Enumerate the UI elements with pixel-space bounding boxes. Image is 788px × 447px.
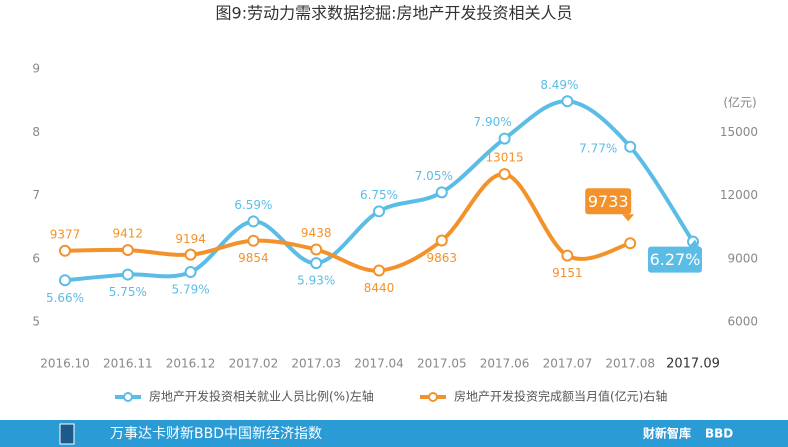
- point: [624, 237, 637, 250]
- callout: [585, 188, 632, 215]
- point: [184, 248, 197, 261]
- point: [59, 274, 71, 287]
- point: [561, 249, 574, 262]
- data-label: 6.59%: [234, 198, 272, 212]
- footer-brand: BBD: [705, 427, 733, 441]
- chart-title: 图9:劳动力需求数据挖掘:房地产开发投资相关人员: [216, 4, 573, 23]
- point: [184, 266, 197, 279]
- data-label: 5.66%: [46, 291, 84, 305]
- data-label: 7.77%: [579, 141, 617, 155]
- data-label: 7.05%: [415, 169, 453, 183]
- point: [247, 215, 260, 228]
- data-label: 9377: [50, 227, 81, 241]
- point: [373, 264, 385, 277]
- legend-label: 房地产开发投资相关就业人员比例(%)左轴: [149, 389, 374, 404]
- point: [121, 268, 134, 281]
- data-label: 9412: [113, 227, 144, 241]
- point: [498, 132, 511, 145]
- data-label: 9194: [175, 232, 206, 246]
- data-label: 9863: [427, 251, 458, 265]
- data-label: 7.90%: [474, 115, 512, 129]
- y-tick-label: 8: [32, 125, 40, 139]
- x-tick-label: 2016.11: [103, 357, 153, 371]
- footer-brand: 财新智库: [642, 426, 691, 441]
- y-tick-label: 9: [32, 62, 40, 76]
- point: [435, 234, 448, 247]
- x-tick-label: 2017.04: [354, 357, 404, 371]
- y2-tick-label: 9000: [727, 251, 758, 265]
- point: [373, 205, 385, 218]
- legend-marker: [123, 392, 133, 402]
- data-label: 5.93%: [297, 274, 335, 288]
- x-tick-label: 2017.03: [291, 357, 341, 371]
- data-label: 13015: [486, 151, 524, 165]
- data-label: 6.27%: [650, 250, 701, 269]
- callout-pointer: [622, 214, 635, 222]
- x-tick-label: 2017.07: [543, 357, 593, 371]
- point: [59, 244, 71, 257]
- data-label: 9854: [238, 251, 269, 265]
- callout: [648, 246, 702, 273]
- y2-tick-label: 15000: [720, 125, 758, 139]
- data-label: 8440: [364, 281, 395, 295]
- x-tick-label: 2017.05: [417, 357, 467, 371]
- data-label: 8.49%: [540, 78, 578, 92]
- x-tick-label: 2017.06: [480, 357, 530, 371]
- callout-pointer: [689, 239, 699, 247]
- point: [624, 140, 637, 153]
- point: [310, 257, 323, 270]
- y2-axis-label: (亿元): [723, 95, 756, 110]
- point: [247, 234, 260, 247]
- y-tick-label: 7: [32, 188, 40, 202]
- x-tick-label: 2016.12: [166, 357, 216, 371]
- point: [310, 243, 323, 256]
- legend-marker: [428, 392, 438, 402]
- data-label: 6.75%: [360, 188, 398, 202]
- footer-title: 万事达卡财新BBD中国新经济指数: [110, 426, 322, 442]
- x-tick-label: 2017.02: [229, 357, 279, 371]
- point: [121, 244, 134, 257]
- data-label: 5.79%: [172, 283, 210, 297]
- data-label: 9733: [588, 192, 629, 211]
- y-tick-label: 6: [32, 251, 40, 265]
- point: [561, 95, 574, 108]
- data-label: 5.75%: [109, 285, 147, 299]
- x-tick-label: 2016.10: [40, 357, 90, 371]
- data-label: 9438: [301, 226, 332, 240]
- x-tick-label: 2017.09: [666, 357, 720, 372]
- y-tick-label: 5: [32, 315, 40, 329]
- footer-bar: [0, 420, 788, 447]
- x-tick-label: 2017.08: [605, 357, 655, 371]
- point: [435, 186, 448, 199]
- data-label: 9151: [552, 266, 583, 280]
- footer-icon: [59, 423, 75, 445]
- y2-tick-label: 6000: [727, 315, 758, 329]
- y2-tick-label: 12000: [720, 188, 758, 202]
- point: [498, 168, 511, 181]
- line: [64, 172, 631, 273]
- legend-label: 房地产开发投资完成额当月值(亿元)右轴: [454, 389, 667, 404]
